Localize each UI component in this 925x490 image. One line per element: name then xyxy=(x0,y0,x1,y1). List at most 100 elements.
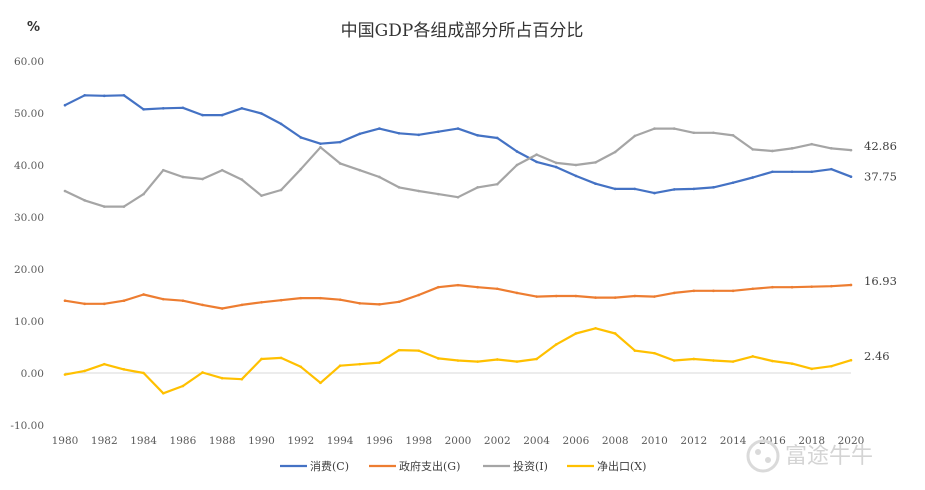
data-point xyxy=(142,371,145,375)
series-line xyxy=(63,283,853,310)
data-point xyxy=(672,127,676,130)
data-point xyxy=(220,113,224,117)
x-tick-label: 2020 xyxy=(838,435,865,447)
data-point xyxy=(201,177,204,181)
end-value-label: 2.46 xyxy=(864,349,890,363)
data-point xyxy=(751,355,755,358)
data-point xyxy=(515,360,519,363)
x-tick-label: 1988 xyxy=(209,435,236,447)
data-point xyxy=(613,296,617,299)
x-tick-label: 2002 xyxy=(484,435,511,447)
data-point xyxy=(83,369,86,373)
data-point xyxy=(319,296,322,300)
data-point xyxy=(142,293,145,296)
data-point xyxy=(692,187,696,191)
data-point xyxy=(142,108,145,111)
data-point xyxy=(535,357,538,361)
data-point xyxy=(240,178,244,181)
data-point xyxy=(496,136,499,140)
data-point xyxy=(771,285,774,289)
data-point xyxy=(279,122,283,126)
data-point xyxy=(122,205,126,208)
data-point xyxy=(633,349,637,352)
data-point xyxy=(751,287,755,291)
chart-title: 中国GDP各组成部分所占百分比 xyxy=(341,21,584,41)
data-point xyxy=(122,94,126,97)
data-point xyxy=(613,187,617,191)
legend-label: 投资(I) xyxy=(513,459,548,473)
data-point xyxy=(397,300,401,304)
data-point xyxy=(378,303,381,306)
data-point xyxy=(594,296,597,299)
data-point xyxy=(692,289,696,293)
data-point xyxy=(220,307,224,310)
data-point xyxy=(633,294,637,298)
data-point xyxy=(692,131,696,135)
data-point xyxy=(437,285,440,289)
data-point xyxy=(456,127,460,130)
data-point xyxy=(535,295,538,298)
data-point xyxy=(338,364,342,368)
end-value-label: 16.93 xyxy=(864,274,897,288)
data-point xyxy=(319,381,322,385)
data-point xyxy=(103,362,106,366)
x-tick-label: 2004 xyxy=(523,435,550,447)
data-point xyxy=(515,163,519,167)
y-tick-label: 50.00 xyxy=(14,108,44,120)
data-point xyxy=(751,176,755,179)
data-point xyxy=(790,362,794,365)
data-point xyxy=(142,192,145,196)
data-point xyxy=(83,199,86,202)
data-point xyxy=(849,283,853,287)
x-tick-label: 2008 xyxy=(602,435,629,447)
x-tick-label: 2010 xyxy=(641,435,668,447)
data-point xyxy=(731,360,735,363)
data-point xyxy=(161,391,165,395)
data-point xyxy=(712,359,715,362)
data-point xyxy=(181,384,185,388)
x-tick-label: 2006 xyxy=(563,435,590,447)
data-point xyxy=(653,295,656,298)
data-point xyxy=(751,148,755,151)
data-point xyxy=(496,287,499,291)
x-tick-label: 1990 xyxy=(248,435,275,447)
x-tick-label: 2016 xyxy=(759,435,786,447)
x-tick-label: 1994 xyxy=(327,435,354,447)
data-point xyxy=(240,107,244,110)
data-point xyxy=(790,285,794,289)
watermark-text: 富途牛牛 xyxy=(785,444,873,469)
x-tick-label: 1982 xyxy=(91,435,118,447)
end-value-label: 37.75 xyxy=(864,170,897,184)
data-point xyxy=(535,160,538,164)
data-point xyxy=(103,94,106,98)
x-tick-label: 1998 xyxy=(405,435,432,447)
data-point xyxy=(613,332,617,335)
data-point xyxy=(260,357,263,361)
legend: 消费(C) 政府支出(G) 投资(I) 净出口(X) xyxy=(280,459,646,473)
data-point xyxy=(338,140,342,144)
data-point xyxy=(613,150,617,154)
data-point xyxy=(515,150,519,153)
legend-label: 净出口(X) xyxy=(597,459,646,473)
data-point xyxy=(633,187,637,191)
y-tick-label: 60.00 xyxy=(14,56,44,68)
data-point xyxy=(299,136,303,139)
data-point xyxy=(476,186,479,189)
data-point xyxy=(692,357,696,361)
y-tick-label: -10.00 xyxy=(10,420,44,432)
data-point xyxy=(181,106,185,110)
data-point xyxy=(849,148,853,152)
data-point xyxy=(397,131,401,135)
data-point xyxy=(554,343,558,346)
data-point xyxy=(338,298,342,301)
data-point xyxy=(319,146,322,149)
data-point xyxy=(594,161,597,164)
data-point xyxy=(279,356,283,360)
data-point xyxy=(672,359,676,362)
data-point xyxy=(260,194,263,197)
data-point xyxy=(456,283,460,287)
data-point xyxy=(220,376,224,380)
data-point xyxy=(731,289,735,293)
x-tick-label: 2014 xyxy=(720,435,747,447)
data-point xyxy=(279,298,283,302)
